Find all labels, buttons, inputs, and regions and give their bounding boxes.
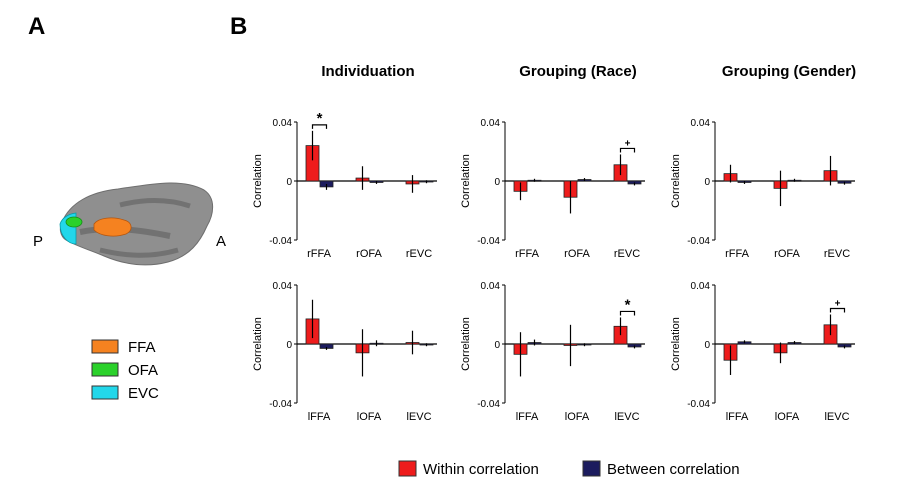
between-swatch — [582, 460, 601, 477]
panel-label-a: A — [28, 13, 45, 40]
y-tick-label: 0.04 — [273, 281, 293, 292]
anterior-label: A — [216, 233, 226, 250]
y-tick-label: 0.04 — [273, 118, 293, 129]
significance-bracket — [311, 124, 328, 129]
chart-individuation-left: 0.04 0 -0.04 Correlation lFFA lOFA lEVC — [252, 281, 437, 423]
ffa-region — [93, 217, 132, 237]
chart-race-left: 0.04 0 -0.04 Correlation lFFA lOFA lEVC * — [460, 281, 645, 423]
x-tick-label: rOFA — [774, 248, 800, 260]
chart-race-right: 0.04 0 -0.04 Correlation rFFA rOFA rEVC + — [460, 118, 645, 260]
significance-marker: * — [625, 296, 631, 313]
y-tick-label: -0.04 — [477, 399, 500, 410]
y-tick-label: -0.04 — [687, 236, 710, 247]
x-tick-label: lEVC — [614, 411, 639, 423]
x-tick-label: lOFA — [565, 411, 590, 423]
x-tick-label: rEVC — [614, 248, 640, 260]
x-tick-label: rFFA — [307, 248, 331, 260]
x-tick-label: lFFA — [516, 411, 539, 423]
panel-label-b: B — [230, 13, 247, 40]
x-tick-label: lEVC — [406, 411, 431, 423]
y-axis-label: Correlation — [460, 154, 472, 208]
y-tick-label: 0.04 — [481, 118, 501, 129]
brain-illustration: P A — [33, 182, 226, 266]
between-legend-label: Between correlation — [607, 461, 740, 478]
y-tick-label: 0 — [704, 177, 710, 188]
x-tick-label: rFFA — [515, 248, 539, 260]
x-tick-label: lEVC — [824, 411, 849, 423]
y-tick-label: 0 — [704, 340, 710, 351]
significance-bracket — [619, 147, 636, 153]
ofa-region — [65, 216, 83, 228]
x-tick-label: rFFA — [725, 248, 749, 260]
x-tick-label: lFFA — [308, 411, 331, 423]
title-grouping-gender: Grouping (Gender) — [722, 63, 856, 80]
x-tick-label: rEVC — [824, 248, 850, 260]
y-tick-label: 0.04 — [481, 281, 501, 292]
ffa-legend-label: FFA — [128, 339, 156, 356]
evc-swatch — [91, 385, 119, 400]
y-tick-label: 0.04 — [691, 281, 711, 292]
chart-gender-right: 0.04 0 -0.04 Correlation rFFA rOFA rEVC — [670, 118, 855, 260]
within-legend-label: Within correlation — [423, 461, 539, 478]
y-axis-label: Correlation — [252, 154, 264, 208]
x-tick-label: rOFA — [564, 248, 590, 260]
x-tick-label: lOFA — [357, 411, 382, 423]
bar-legend: Within correlation Between correlation — [398, 460, 740, 478]
roi-legend: FFA OFA EVC — [91, 339, 159, 402]
chart-individuation-right: 0.04 0 -0.04 Correlation rFFA rOFA rEVC * — [252, 110, 437, 260]
y-tick-label: -0.04 — [477, 236, 500, 247]
y-tick-label: 0 — [494, 177, 500, 188]
y-tick-label: 0 — [494, 340, 500, 351]
y-tick-label: -0.04 — [687, 399, 710, 410]
title-grouping-race: Grouping (Race) — [519, 63, 637, 80]
within-swatch — [398, 460, 417, 477]
posterior-label: P — [33, 233, 43, 250]
y-tick-label: -0.04 — [269, 236, 292, 247]
significance-bracket — [829, 307, 846, 313]
y-axis-label: Correlation — [252, 317, 264, 371]
chart-gender-left: 0.04 0 -0.04 Correlation lFFA lOFA lEVC + — [670, 281, 855, 423]
ofa-swatch — [91, 362, 119, 377]
y-axis-label: Correlation — [670, 154, 682, 208]
brain-sulcus — [119, 198, 191, 209]
title-individuation: Individuation — [321, 63, 414, 80]
x-tick-label: lFFA — [726, 411, 749, 423]
y-tick-label: -0.04 — [269, 399, 292, 410]
significance-marker: + — [835, 299, 841, 310]
y-tick-label: 0 — [286, 340, 292, 351]
significance-marker: + — [625, 138, 631, 149]
x-tick-label: rEVC — [406, 248, 432, 260]
significance-marker: * — [317, 110, 323, 127]
evc-legend-label: EVC — [128, 385, 159, 402]
significance-bracket — [619, 310, 636, 316]
x-tick-label: lOFA — [775, 411, 800, 423]
brain-sulcus — [99, 247, 179, 258]
x-tick-label: rOFA — [356, 248, 382, 260]
y-axis-label: Correlation — [670, 317, 682, 371]
y-tick-label: 0.04 — [691, 118, 711, 129]
y-axis-label: Correlation — [460, 317, 472, 371]
ofa-legend-label: OFA — [128, 362, 158, 379]
y-tick-label: 0 — [286, 177, 292, 188]
ffa-swatch — [91, 339, 119, 354]
